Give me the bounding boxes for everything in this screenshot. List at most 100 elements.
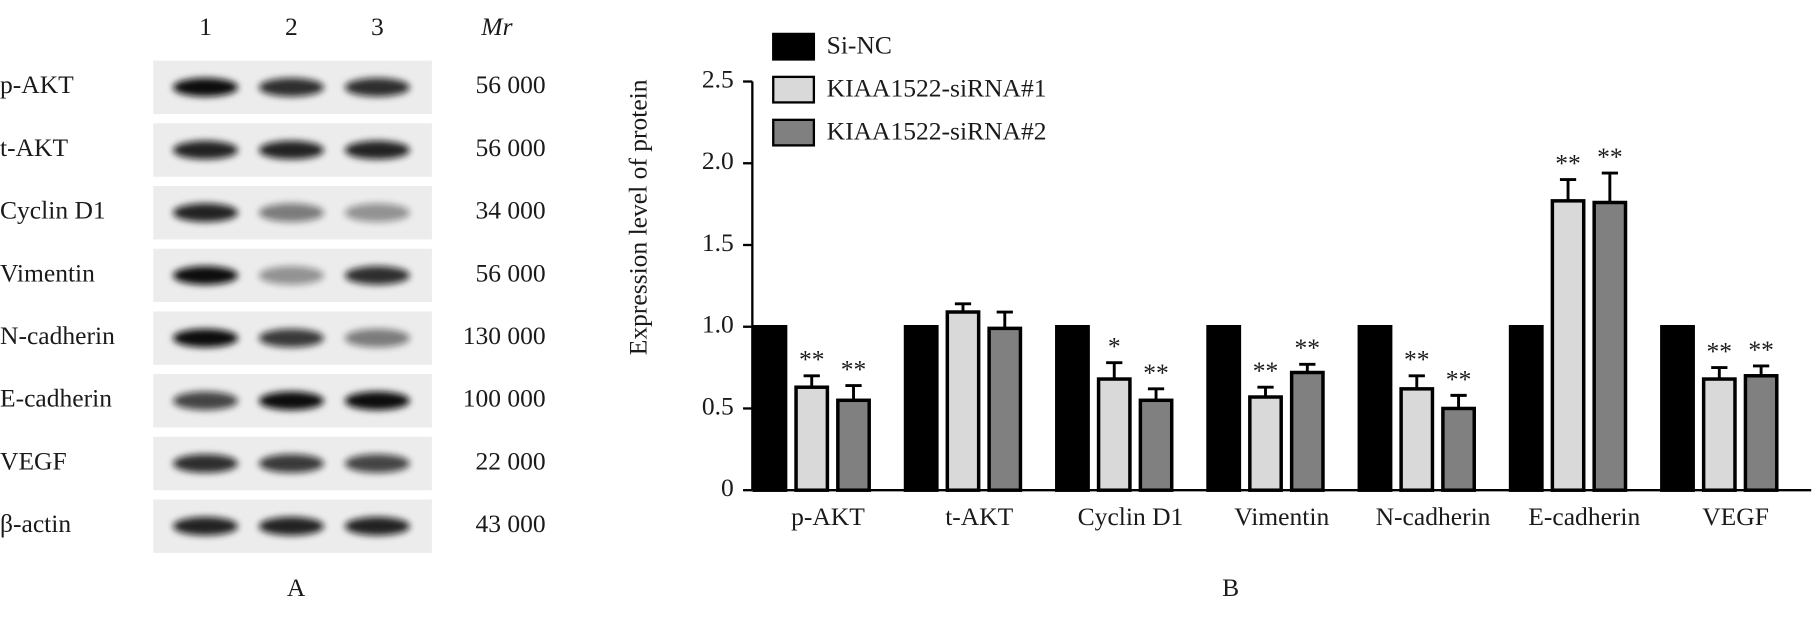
bar — [1550, 199, 1586, 492]
blot-band — [172, 203, 239, 223]
bar — [1743, 374, 1779, 492]
blot-band — [344, 140, 410, 160]
x-tick-label: N-cadherin — [1376, 502, 1491, 531]
significance-label: ** — [1555, 149, 1581, 178]
significance-label: ** — [1707, 337, 1733, 366]
blot-band — [344, 391, 410, 411]
blot-band — [258, 266, 324, 285]
blot-band — [172, 391, 239, 411]
blot-band — [258, 454, 324, 473]
bar — [945, 310, 981, 492]
x-tick-label: E-cadherin — [1528, 502, 1640, 531]
mr-label: 100 000 — [463, 384, 546, 413]
bar — [1055, 324, 1090, 492]
error-bar — [845, 384, 862, 401]
y-tick-label: 1.0 — [702, 310, 734, 339]
lane-label: 1 — [199, 12, 212, 41]
blot-band — [344, 454, 410, 473]
bar — [794, 385, 830, 492]
x-tick-label: Vimentin — [1234, 502, 1329, 531]
significance-label: ** — [841, 355, 867, 384]
blot-band — [344, 203, 410, 223]
protein-label: N-cadherin — [0, 321, 115, 350]
mr-header: Mr — [480, 12, 513, 41]
error-bar — [1711, 366, 1728, 380]
mr-label: 22 000 — [475, 446, 545, 475]
legend-swatch — [772, 32, 816, 61]
blot-band — [172, 328, 239, 348]
error-bar — [996, 310, 1013, 329]
x-tick-label: p-AKT — [791, 502, 865, 531]
error-bar — [1752, 364, 1770, 376]
bar — [1138, 398, 1174, 492]
y-tick-label: 1.5 — [702, 228, 734, 257]
blot-band — [172, 516, 239, 536]
bar — [987, 326, 1023, 492]
y-axis-label: Expression level of protein — [624, 79, 653, 355]
blot-band — [258, 516, 324, 536]
lane-label: 2 — [285, 12, 298, 41]
significance-label: ** — [799, 345, 825, 374]
mr-label: 34 000 — [475, 196, 545, 225]
significance-label: * — [1108, 332, 1121, 361]
significance-label: ** — [1597, 142, 1623, 171]
bar — [836, 398, 871, 492]
panel-label: B — [1222, 573, 1239, 602]
bar — [903, 324, 939, 492]
protein-label: VEGF — [0, 446, 67, 475]
legend-swatch — [772, 75, 816, 104]
protein-label: t-AKT — [0, 133, 68, 162]
bar — [1508, 324, 1544, 492]
protein-label: Vimentin — [0, 258, 95, 287]
blot-band — [258, 78, 324, 97]
bar — [1399, 387, 1435, 492]
x-tick-label: Cyclin D1 — [1078, 502, 1184, 531]
blot-band — [172, 78, 239, 97]
protein-label: E-cadherin — [0, 384, 112, 413]
blot-band — [258, 140, 324, 160]
error-bar — [1450, 393, 1467, 409]
bar — [1357, 324, 1393, 492]
mr-label: 43 000 — [475, 509, 545, 538]
y-tick-label: 2.5 — [702, 64, 734, 93]
legend-label: KIAA1522-siRNA#1 — [827, 74, 1047, 103]
mr-label: 56 000 — [475, 133, 545, 162]
legend-label: Si-NC — [827, 31, 892, 60]
legend-swatch — [772, 118, 816, 147]
blot-band — [258, 328, 324, 348]
y-tick-label: 0 — [721, 473, 734, 502]
bar — [1441, 406, 1476, 492]
error-bar — [1257, 385, 1274, 398]
significance-label: ** — [1446, 364, 1472, 393]
protein-label: Cyclin D1 — [0, 196, 106, 225]
x-tick-label: t-AKT — [945, 502, 1013, 531]
mr-label: 56 000 — [475, 258, 545, 287]
blot-band — [258, 391, 324, 411]
y-tick-label: 0.5 — [702, 391, 734, 420]
error-bar — [954, 302, 972, 313]
protein-label: p-AKT — [0, 70, 74, 99]
bar — [1701, 377, 1737, 492]
lane-label: 3 — [371, 12, 384, 41]
error-bar — [803, 374, 820, 388]
x-tick-label: VEGF — [1702, 502, 1769, 531]
significance-label: ** — [1253, 356, 1279, 385]
error-bar — [1299, 362, 1316, 373]
mr-label: 130 000 — [463, 321, 546, 350]
mr-label: 56 000 — [475, 70, 545, 99]
protein-label: β-actin — [0, 509, 71, 538]
bar — [1248, 395, 1283, 492]
blot-band — [344, 78, 410, 97]
bar — [1206, 324, 1242, 492]
legend-label: KIAA1522-siRNA#2 — [827, 117, 1047, 146]
significance-label: ** — [1295, 333, 1321, 362]
bar — [1096, 377, 1132, 492]
blot-band — [172, 140, 239, 160]
blot-band — [172, 266, 239, 285]
panel-label: A — [287, 573, 306, 602]
significance-label: ** — [1748, 335, 1774, 364]
error-bar — [1408, 374, 1425, 389]
blot-band — [344, 516, 410, 536]
